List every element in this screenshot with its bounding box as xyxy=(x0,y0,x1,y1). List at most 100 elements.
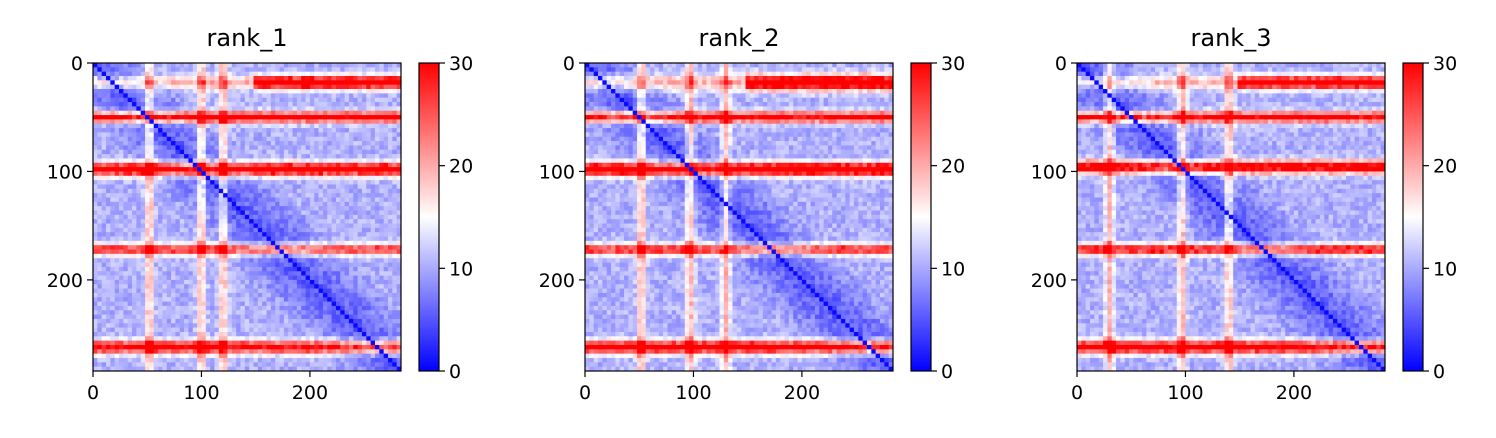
heatmap-cell xyxy=(383,188,389,194)
heatmap-cell xyxy=(110,93,116,99)
heatmap-cell xyxy=(184,80,189,86)
heatmap-cell xyxy=(93,175,98,181)
heatmap-cell xyxy=(327,206,332,211)
heatmap-cell xyxy=(171,262,176,268)
heatmap-cell xyxy=(140,305,146,311)
heatmap-cell xyxy=(93,201,98,207)
heatmap-cell xyxy=(205,262,211,268)
heatmap-cell xyxy=(214,136,220,142)
heatmap-cell xyxy=(101,236,107,242)
heatmap-cell xyxy=(119,149,124,155)
heatmap-cell xyxy=(270,201,276,207)
heatmap-cell xyxy=(158,71,163,77)
heatmap-cell xyxy=(227,71,233,77)
heatmap-cell xyxy=(110,115,116,120)
heatmap-cell xyxy=(292,154,298,159)
heatmap-cell xyxy=(175,362,181,368)
heatmap-cell xyxy=(101,71,107,77)
heatmap-cell xyxy=(149,149,155,155)
heatmap-cell xyxy=(361,266,367,272)
heatmap-cell xyxy=(262,141,267,146)
heatmap-cell xyxy=(153,80,159,86)
heatmap-cell xyxy=(119,145,124,151)
heatmap-cell xyxy=(132,266,137,272)
heatmap-cell xyxy=(396,214,402,220)
heatmap-cell xyxy=(340,201,345,207)
heatmap-cell xyxy=(132,362,137,368)
heatmap-cell xyxy=(236,223,241,229)
heatmap-cell xyxy=(370,76,376,81)
heatmap-cell xyxy=(383,310,389,315)
heatmap-cell xyxy=(275,136,280,142)
heatmap-cell xyxy=(214,110,220,116)
heatmap-cell xyxy=(97,193,103,198)
heatmap-cell xyxy=(292,353,298,359)
heatmap-cell xyxy=(244,132,250,138)
heatmap-cell xyxy=(127,232,133,237)
heatmap-cell xyxy=(162,180,168,185)
heatmap-cell xyxy=(140,331,146,337)
heatmap-cell xyxy=(101,318,107,324)
heatmap-cell xyxy=(383,284,389,289)
heatmap-cell xyxy=(158,149,163,155)
heatmap-cell xyxy=(184,232,189,237)
heatmap-cell xyxy=(210,288,215,294)
heatmap-cell xyxy=(201,67,207,73)
heatmap-cell xyxy=(296,310,302,315)
heatmap-cell xyxy=(192,331,198,337)
heatmap-cell xyxy=(106,201,111,207)
heatmap-cell xyxy=(158,197,163,203)
heatmap-cell xyxy=(110,284,116,289)
heatmap-cell xyxy=(205,292,211,298)
heatmap-cell xyxy=(127,102,133,107)
heatmap-cell xyxy=(379,349,384,354)
heatmap-cell xyxy=(344,67,350,73)
heatmap-cell xyxy=(236,128,241,133)
heatmap-cell xyxy=(331,349,337,354)
heatmap-cell xyxy=(158,214,163,220)
heatmap-cell xyxy=(223,93,228,99)
heatmap-cell xyxy=(301,258,306,263)
heatmap-cell xyxy=(348,275,354,281)
heatmap-cell xyxy=(123,288,129,294)
heatmap-cell xyxy=(192,63,198,68)
heatmap-cell xyxy=(266,327,272,333)
heatmap-cell xyxy=(340,84,345,90)
heatmap-cell xyxy=(366,349,371,354)
heatmap-cell xyxy=(166,288,172,294)
heatmap-cell xyxy=(314,136,319,142)
heatmap-cell xyxy=(236,154,241,159)
heatmap-cell xyxy=(266,206,272,211)
heatmap-cell xyxy=(184,249,189,255)
heatmap-cell xyxy=(205,245,211,250)
heatmap-cell xyxy=(383,175,389,181)
heatmap-cell xyxy=(162,240,168,246)
heatmap-cell xyxy=(162,236,168,242)
heatmap-cell xyxy=(97,253,103,259)
heatmap-cell xyxy=(366,331,371,337)
heatmap-cell xyxy=(205,362,211,368)
heatmap-cell xyxy=(370,214,376,220)
heatmap-cell xyxy=(309,188,315,194)
heatmap-cell xyxy=(210,336,215,341)
heatmap-cell xyxy=(210,158,215,164)
heatmap-cell xyxy=(314,314,319,320)
heatmap-cell xyxy=(171,353,176,359)
heatmap-cell xyxy=(123,262,129,268)
heatmap-cell xyxy=(244,188,250,194)
heatmap-cell xyxy=(318,106,324,112)
heatmap-cell xyxy=(357,123,363,129)
heatmap-cell xyxy=(240,76,246,81)
heatmap-cell xyxy=(344,167,350,172)
heatmap-cell xyxy=(292,236,298,242)
heatmap-cell xyxy=(158,115,163,120)
heatmap-cell xyxy=(244,193,250,198)
heatmap-cell xyxy=(288,279,293,285)
heatmap-cell xyxy=(361,89,367,94)
heatmap-cell xyxy=(292,76,298,81)
heatmap-cell xyxy=(149,141,155,146)
heatmap-cell xyxy=(166,71,172,77)
heatmap-cell xyxy=(236,262,241,268)
heatmap-cell xyxy=(240,249,246,255)
heatmap-cell xyxy=(119,71,124,77)
